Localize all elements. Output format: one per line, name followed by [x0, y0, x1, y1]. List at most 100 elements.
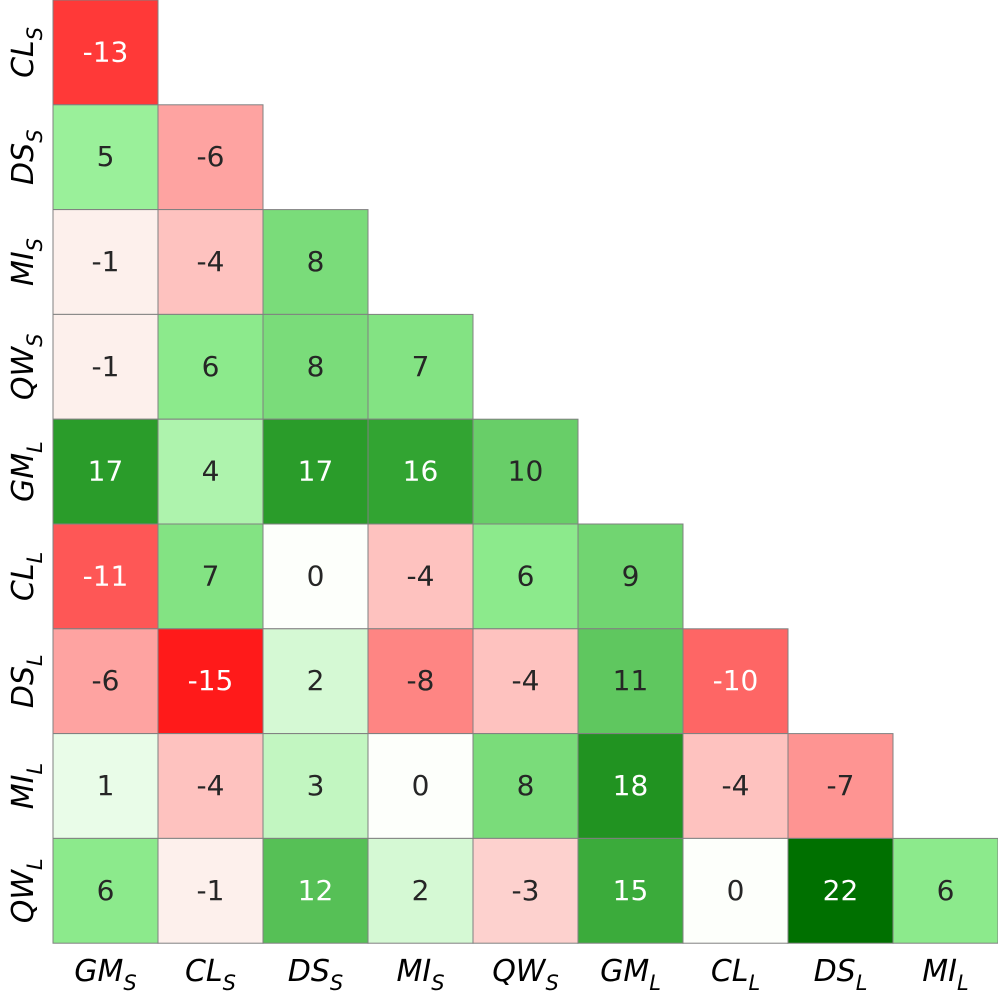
- cell-value: 3: [307, 769, 325, 802]
- cell: [787, 837, 894, 944]
- cell-value: -15: [188, 664, 234, 697]
- cell: [157, 523, 264, 630]
- cell-value: 18: [613, 769, 649, 802]
- y-tick-label-sub: S: [23, 27, 47, 40]
- cell: [52, 837, 159, 944]
- cell: [157, 209, 264, 315]
- cell-value: -6: [197, 140, 225, 173]
- cell: [367, 313, 474, 420]
- cell: [367, 837, 474, 944]
- x-tick-label-sub: S: [123, 971, 136, 995]
- x-tick-label: MIL: [922, 954, 968, 996]
- x-tick-label-sub: S: [545, 971, 558, 995]
- cell-value: 7: [202, 559, 220, 592]
- cell: [157, 628, 264, 735]
- x-tick-label-base: CL: [185, 954, 223, 989]
- cell-value: 1: [97, 769, 115, 802]
- x-tick-label: DSS: [288, 954, 344, 996]
- x-tick-label-base: MI: [922, 954, 957, 989]
- y-tick-label-base: QW: [6, 869, 41, 924]
- cell-value: 2: [307, 664, 325, 697]
- cell-value: 15: [613, 874, 649, 907]
- x-tick-label-base: DS: [288, 954, 330, 989]
- x-tick-label: DSL: [814, 954, 868, 996]
- cell: [892, 837, 998, 944]
- x-tick-label-base: GM: [600, 954, 649, 989]
- y-tick-label: MIL: [6, 763, 48, 809]
- cell-value: 0: [412, 769, 430, 802]
- cell: [472, 418, 579, 525]
- cell-value: 7: [412, 350, 430, 383]
- y-tick-label-base: CL: [6, 563, 41, 601]
- cell-value: -4: [197, 769, 225, 802]
- y-tick-label-sub: S: [23, 333, 47, 346]
- y-tick-label-sub: L: [23, 441, 47, 453]
- cell-value: 6: [937, 874, 955, 907]
- cell-value: 8: [517, 769, 535, 802]
- x-tick-label-sub: L: [856, 971, 868, 995]
- y-tick-label-sub: S: [23, 129, 47, 142]
- x-tick-label: QWS: [492, 954, 559, 996]
- cell-value: 9: [622, 559, 640, 592]
- cell-value: 22: [823, 874, 859, 907]
- cell: [682, 837, 789, 944]
- cell-value: -7: [827, 769, 855, 802]
- cell-value: 8: [307, 245, 325, 278]
- cell: [577, 733, 684, 839]
- cell: [367, 523, 474, 630]
- cell-value: -13: [83, 35, 129, 68]
- cell: [157, 733, 264, 839]
- cell-value: 0: [307, 559, 325, 592]
- cell: [52, 313, 159, 420]
- cell-value: 2: [412, 874, 430, 907]
- y-tick-label-sub: S: [23, 238, 47, 251]
- x-tick-label-base: MI: [396, 954, 431, 989]
- x-tick-label: MIS: [396, 954, 444, 996]
- cell: [577, 523, 684, 630]
- x-tick-label-base: GM: [74, 954, 123, 989]
- cell: [472, 523, 579, 630]
- y-tick-label-base: GM: [6, 453, 41, 502]
- cell: [577, 628, 684, 735]
- cell: [262, 628, 369, 735]
- cell: [262, 418, 369, 525]
- cell-value: -1: [92, 350, 120, 383]
- y-tick-label-base: QW: [6, 345, 41, 400]
- cell-value: -11: [83, 559, 129, 592]
- cell-value: -8: [407, 664, 435, 697]
- cell: [262, 837, 369, 944]
- cell-value: 11: [613, 664, 649, 697]
- x-tick-label-sub: L: [957, 971, 969, 995]
- y-tick-label-base: MI: [6, 251, 41, 286]
- cell: [157, 418, 264, 525]
- y-tick-label: QWS: [6, 333, 48, 400]
- cell: [157, 313, 264, 420]
- cell-value: -1: [197, 874, 225, 907]
- cell-value: 8: [307, 350, 325, 383]
- cell: [367, 628, 474, 735]
- y-tick-label: DSL: [6, 654, 48, 708]
- cell-value: 4: [202, 455, 220, 488]
- cell-value: -4: [512, 664, 540, 697]
- cell-value: 6: [202, 350, 220, 383]
- x-tick-label: CLL: [711, 954, 760, 996]
- cell-value: 16: [403, 455, 439, 488]
- x-tick-label: GMS: [74, 954, 136, 996]
- cell-value: 17: [88, 455, 124, 488]
- x-tick-label-base: DS: [814, 954, 856, 989]
- cell-value: 6: [517, 559, 535, 592]
- y-tick-label: MIS: [6, 238, 48, 286]
- cell-value: -10: [713, 664, 759, 697]
- cell: [472, 837, 579, 944]
- cell-value: 12: [298, 874, 334, 907]
- cell-value: -3: [512, 874, 540, 907]
- y-tick-label-sub: L: [23, 763, 47, 775]
- y-tick-label-sub: L: [23, 654, 47, 666]
- cell-value: 5: [97, 140, 115, 173]
- x-tick-label: GML: [600, 954, 661, 996]
- cell: [577, 837, 684, 944]
- cell-value: -6: [92, 664, 120, 697]
- x-tick-label-sub: S: [330, 971, 343, 995]
- cell: [472, 628, 579, 735]
